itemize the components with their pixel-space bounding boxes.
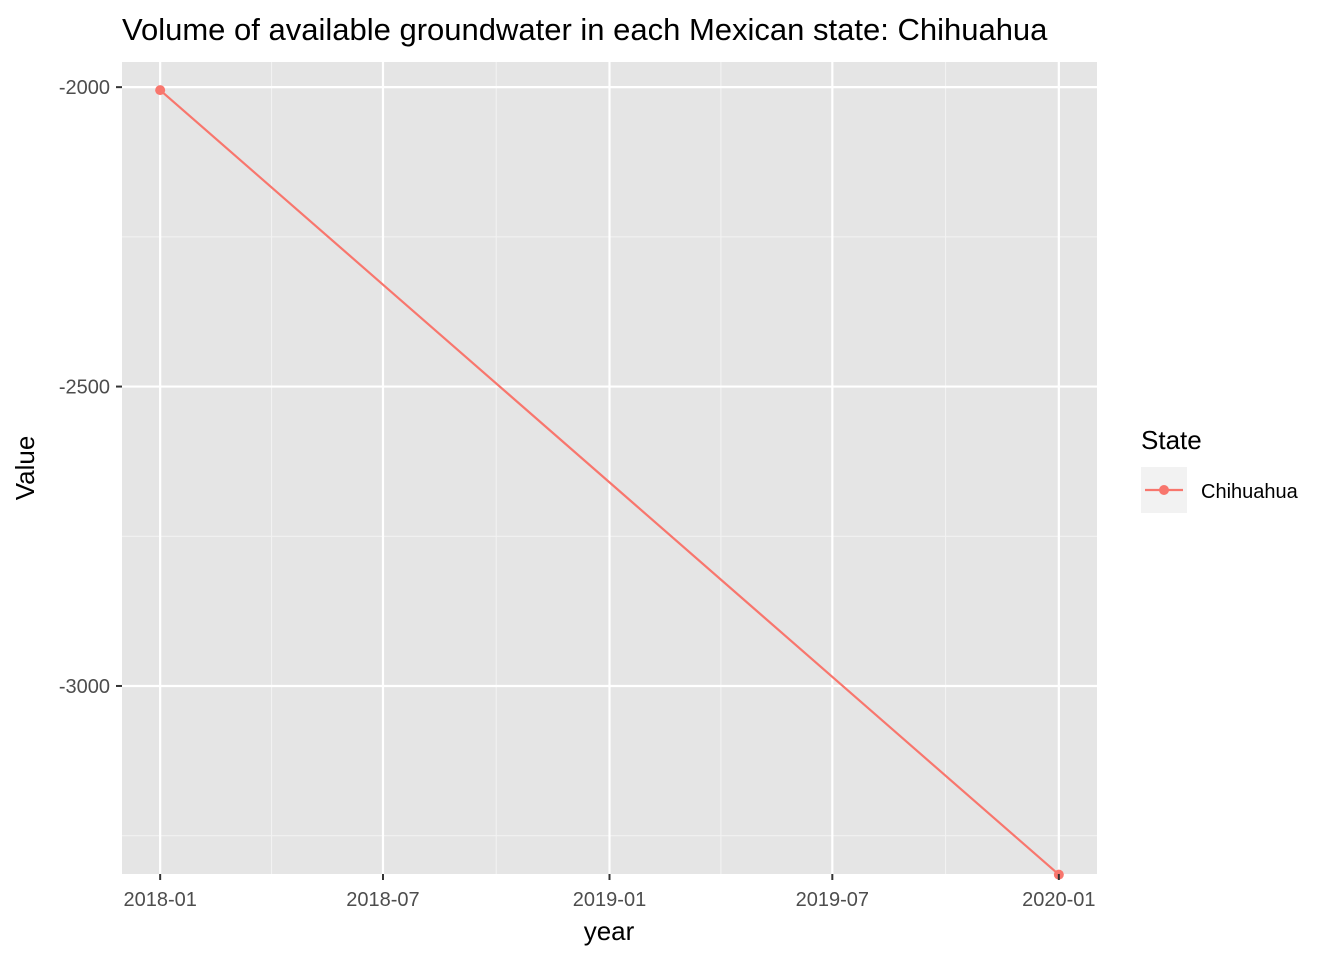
x-tick-label: 2019-01 xyxy=(573,889,646,911)
legend-key-point xyxy=(1159,485,1169,495)
series-layer xyxy=(155,85,1064,880)
y-tick-label: -3000 xyxy=(59,676,110,698)
x-tick-label: 2020-01 xyxy=(1022,889,1095,911)
legend-title: State xyxy=(1141,425,1202,455)
y-axis-title: Value xyxy=(10,436,40,501)
y-tick-label: -2000 xyxy=(59,77,110,99)
x-tick-label: 2018-01 xyxy=(123,889,196,911)
y-tick-label: -2500 xyxy=(59,377,110,399)
major-gridlines xyxy=(122,62,1097,874)
legend: State Chihuahua xyxy=(1141,425,1299,513)
chart-title: Volume of available groundwater in each … xyxy=(122,12,1048,47)
y-axis-ticks: -2000 -2500 -3000 xyxy=(59,77,122,698)
data-point xyxy=(155,85,166,96)
legend-label: Chihuahua xyxy=(1201,481,1299,503)
x-axis-title: year xyxy=(584,916,635,946)
x-tick-label: 2018-07 xyxy=(346,889,419,911)
x-tick-label: 2019-07 xyxy=(796,889,869,911)
x-axis-ticks: 2018-01 2018-07 2019-01 2019-07 2020-01 xyxy=(123,874,1096,911)
series-line xyxy=(159,89,1060,876)
